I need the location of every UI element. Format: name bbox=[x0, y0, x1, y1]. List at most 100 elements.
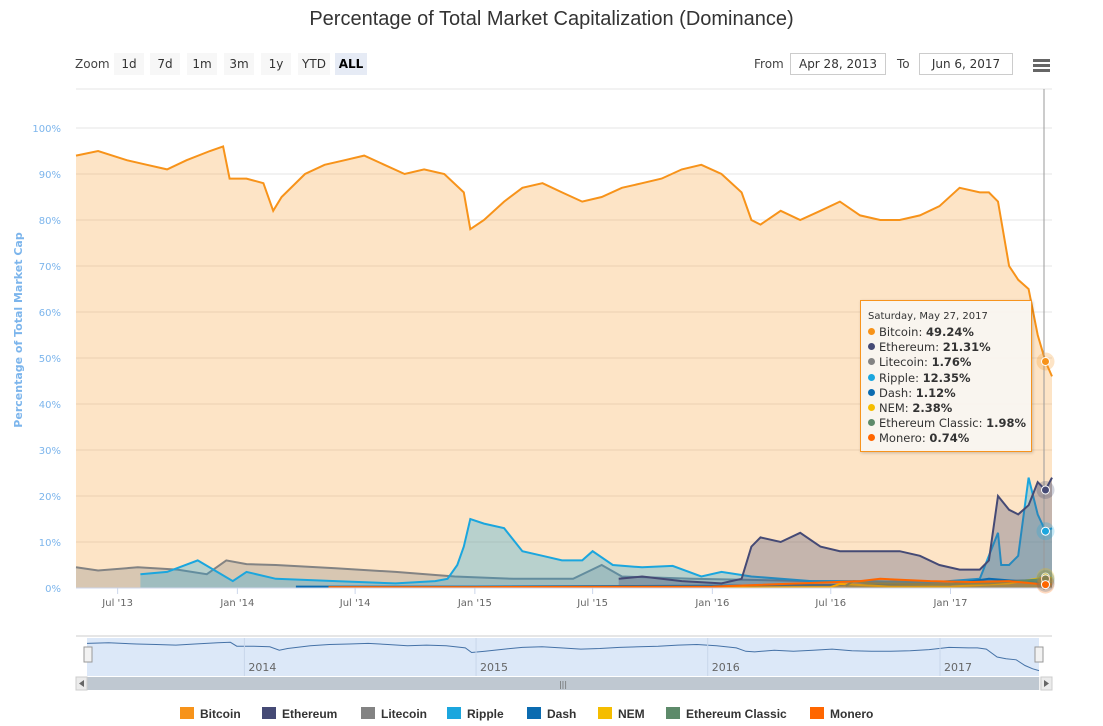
tooltip-series-name: Ethereum Classic bbox=[879, 416, 979, 431]
legend-item-ethereum[interactable]: Ethereum bbox=[262, 706, 337, 722]
y-tick-label: 10% bbox=[39, 538, 61, 549]
zoom-button-1y[interactable]: 1y bbox=[261, 53, 291, 75]
separator: : bbox=[918, 325, 926, 339]
zoom-button-7d[interactable]: 7d bbox=[150, 53, 180, 75]
y-tick-label: 20% bbox=[39, 492, 61, 503]
legend-item-nem[interactable]: NEM bbox=[598, 706, 645, 722]
series-dot-icon bbox=[868, 388, 875, 396]
area-ethereum-classic bbox=[845, 578, 1052, 588]
separator: : bbox=[978, 416, 987, 431]
tooltip-series-value: 12.35% bbox=[922, 370, 971, 385]
zoom-button-all[interactable]: ALL bbox=[335, 53, 367, 75]
separator: : bbox=[904, 401, 913, 415]
legend-item-litecoin[interactable]: Litecoin bbox=[361, 706, 427, 722]
legend-item-ethereum-classic[interactable]: Ethereum Classic bbox=[666, 706, 787, 722]
area-nem bbox=[533, 577, 1052, 588]
legend-swatch-icon bbox=[666, 707, 680, 719]
legend-label: Ripple bbox=[467, 707, 504, 721]
legend-item-dash[interactable]: Dash bbox=[527, 706, 576, 722]
y-tick-label: 90% bbox=[39, 170, 61, 181]
area-monero bbox=[328, 578, 1052, 588]
legend: Bitcoin Ethereum Litecoin Ripple Dash NEM Ethe… bbox=[0, 706, 1103, 724]
scrollbar-grip: ||| bbox=[559, 680, 567, 689]
separator: : bbox=[915, 370, 923, 385]
zoom-button-ytd[interactable]: YTD bbox=[298, 53, 330, 75]
navigator-series-line bbox=[86, 641, 1040, 672]
tooltip-row: Dash: 1.12% bbox=[868, 386, 956, 400]
legend-label: Ethereum Classic bbox=[686, 707, 787, 721]
chart-title: Percentage of Total Market Capitalizatio… bbox=[309, 8, 794, 30]
hamburger-menu-icon[interactable] bbox=[1033, 59, 1050, 72]
x-tick-label: Jul '15 bbox=[576, 598, 608, 609]
navigator: 2014 2015 2016 2017 ||| bbox=[75, 635, 1053, 691]
legend-item-monero[interactable]: Monero bbox=[810, 706, 873, 722]
navigator-left-handle[interactable] bbox=[83, 646, 93, 663]
legend-swatch-icon bbox=[598, 707, 612, 719]
legend-swatch-icon bbox=[361, 707, 375, 719]
tooltip-row: Ripple: 12.35% bbox=[868, 371, 971, 385]
legend-swatch-icon bbox=[527, 707, 541, 719]
separator: : bbox=[908, 385, 916, 400]
scrollbar-thumb[interactable] bbox=[87, 677, 1039, 690]
series-dot-icon bbox=[868, 328, 875, 335]
legend-swatch-icon bbox=[180, 707, 194, 719]
navigator-year-label: 2016 bbox=[712, 661, 740, 674]
separator: : bbox=[924, 355, 932, 370]
zoom-button-1d[interactable]: 1d bbox=[114, 53, 144, 75]
tooltip-series-name: Litecoin bbox=[879, 355, 925, 370]
to-label: To bbox=[897, 57, 910, 71]
y-axis-title: Percentage of Total Market Cap bbox=[12, 232, 25, 428]
legend-item-ripple[interactable]: Ripple bbox=[447, 706, 504, 722]
navigator-right-handle[interactable] bbox=[1034, 646, 1044, 663]
line-monero[interactable] bbox=[328, 577, 1053, 589]
tooltip-series-value: 2.38% bbox=[912, 401, 953, 415]
tooltip-row: Monero: 0.74% bbox=[868, 431, 969, 445]
hover-markers bbox=[1036, 352, 1055, 594]
tooltip-series-name: Dash bbox=[879, 385, 909, 400]
zoom-label: Zoom bbox=[75, 57, 110, 71]
x-axis-ticks: Jul '13 Jan '14 Jul '14 Jan '15 Jul '15 Jan '… bbox=[76, 587, 1052, 609]
tooltip-date: Saturday, May 27, 2017 bbox=[868, 311, 988, 322]
to-date-input[interactable]: Jun 6, 2017 bbox=[919, 53, 1013, 75]
y-tick-label: 100% bbox=[32, 124, 61, 135]
area-bitcoin bbox=[76, 146, 1052, 588]
tooltip: Saturday, May 27, 2017 Bitcoin: 49.24% Et… bbox=[860, 300, 1032, 452]
tooltip-series-value: 0.74% bbox=[929, 431, 970, 446]
hover-marker-bitcoin bbox=[1040, 356, 1050, 366]
legend-swatch-icon bbox=[810, 707, 824, 719]
line-bitcoin[interactable] bbox=[75, 145, 1053, 377]
legend-item-bitcoin[interactable]: Bitcoin bbox=[180, 706, 241, 722]
hover-marker-ripple bbox=[1040, 526, 1050, 536]
line-ethereum[interactable] bbox=[618, 477, 1053, 585]
y-tick-label: 40% bbox=[39, 400, 61, 411]
area-ethereum bbox=[618, 477, 1052, 588]
area-ripple bbox=[140, 477, 1052, 588]
series-group bbox=[75, 145, 1053, 589]
y-tick-label: 30% bbox=[39, 446, 61, 457]
zoom-button-1m[interactable]: 1m bbox=[187, 53, 217, 75]
navigator-year-label: 2015 bbox=[480, 661, 508, 674]
x-tick-label: Jul '14 bbox=[339, 598, 371, 609]
from-date-input[interactable]: Apr 28, 2013 bbox=[790, 53, 886, 75]
tooltip-series-value: 21.31% bbox=[942, 340, 991, 355]
tooltip-row: Ethereum: 21.31% bbox=[868, 340, 991, 354]
hover-marker-ethereum bbox=[1040, 485, 1050, 495]
navigator-year-label: 2017 bbox=[944, 661, 972, 674]
from-label: From bbox=[754, 57, 784, 71]
x-tick-label: Jul '13 bbox=[101, 598, 133, 609]
x-tick-label: Jan '14 bbox=[219, 598, 254, 609]
tooltip-row: NEM: 2.38% bbox=[868, 401, 952, 415]
y-axis-ticks: 0% 10% 20% 30% 40% 50% 60% 70% 80% 90% 100% bbox=[32, 124, 61, 595]
legend-swatch-icon bbox=[262, 707, 276, 719]
zoom-button-3m[interactable]: 3m bbox=[224, 53, 254, 75]
legend-label: Ethereum bbox=[282, 707, 338, 721]
tooltip-series-value: 1.76% bbox=[931, 355, 972, 370]
x-tick-label: Jan '15 bbox=[457, 598, 492, 609]
line-ripple[interactable] bbox=[140, 477, 1053, 585]
x-tick-label: Jul '16 bbox=[814, 598, 846, 609]
series-dot-icon bbox=[868, 358, 875, 366]
tooltip-series-name: Bitcoin bbox=[879, 325, 919, 339]
tooltip-series-name: NEM bbox=[879, 401, 905, 415]
navigator-selected-range[interactable] bbox=[87, 638, 1039, 676]
